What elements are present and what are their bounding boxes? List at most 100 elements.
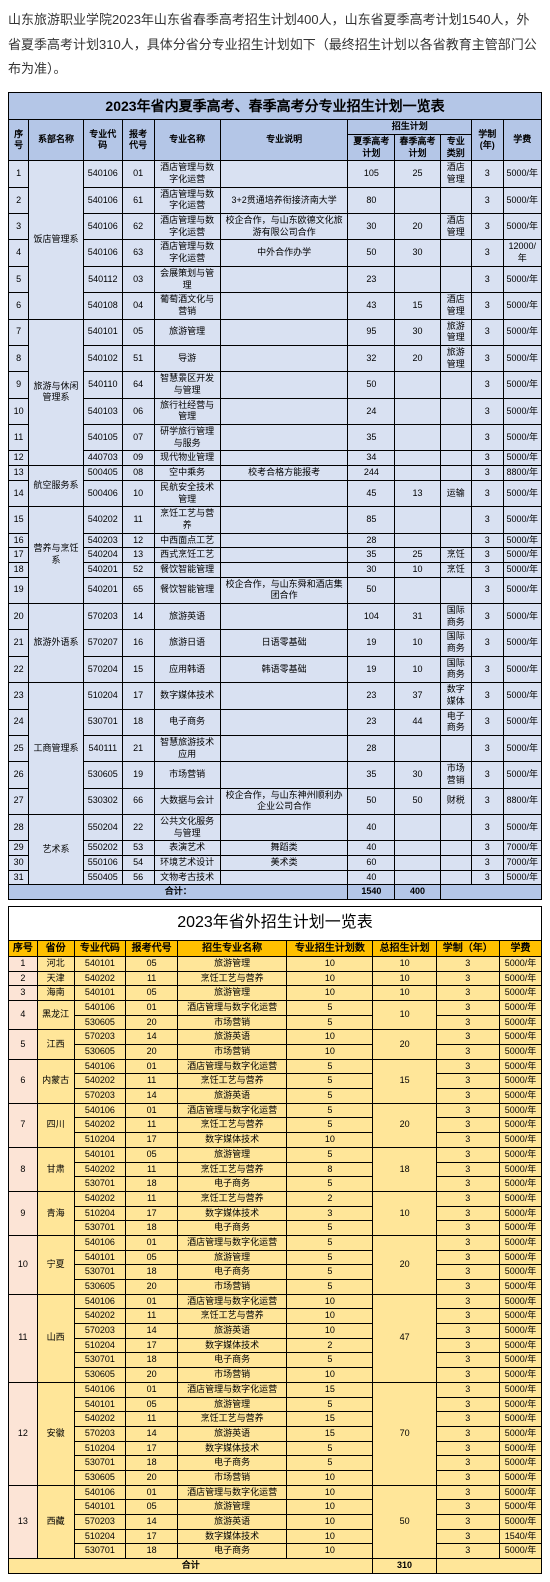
t1-cell: 运输: [440, 480, 471, 506]
t1-cell: 540201: [83, 577, 122, 603]
t2-cell: 10: [287, 1030, 373, 1045]
t1-cell: [440, 398, 471, 424]
t1-cell: 应用韩语: [154, 656, 220, 682]
t1-cell: 5000/年: [503, 425, 541, 451]
t1-cell: 63: [122, 240, 154, 266]
t2-cell: 540202: [74, 1309, 126, 1324]
t1-cell: 旅游管理: [440, 345, 471, 371]
t2-cell: 河北: [37, 956, 74, 971]
h-majcode: 专业代码: [83, 120, 122, 161]
t2-cell: 烹饪工艺与营养: [178, 1309, 287, 1324]
t2-cell: 2: [9, 971, 38, 986]
t1-cell: 5000/年: [503, 480, 541, 506]
t2-cell: 18: [126, 1456, 178, 1471]
t1-cell: 3: [471, 709, 503, 735]
t1-cell: 5000/年: [503, 630, 541, 656]
t1-cell: 22: [122, 815, 154, 841]
t1-cell: 03: [122, 266, 154, 292]
t2-cell: 05: [126, 986, 178, 1001]
t2-cell: 旅游英语: [178, 1030, 287, 1045]
t1-cell: 5000/年: [503, 451, 541, 466]
h2-years: 学制（年）: [436, 940, 499, 956]
t1-cell: 17: [9, 548, 29, 563]
t1-cell: 电子商务: [440, 709, 471, 735]
t2-cell: 14: [126, 1426, 178, 1441]
t1-cell: [220, 293, 348, 319]
t1-cell: 5000/年: [503, 319, 541, 345]
t1-cell: 550202: [83, 841, 122, 856]
t2-cell: 11: [126, 1309, 178, 1324]
h-spring: 春季高考计划: [395, 134, 440, 160]
t2-cell: 3: [436, 1368, 499, 1383]
t2-cell: 7: [9, 1103, 38, 1147]
h2-total: 总招生计划: [373, 940, 436, 956]
t1-cell: 54: [122, 856, 154, 871]
t1-cell: [220, 683, 348, 709]
t2-cell: 05: [126, 1250, 178, 1265]
t2-cell: 540101: [74, 1397, 126, 1412]
t2-cell: 540202: [74, 1118, 126, 1133]
t1-cell: 数字媒体: [440, 683, 471, 709]
t1-cell: 540103: [83, 398, 122, 424]
t1-cell: 工商管理系: [29, 683, 84, 815]
t2-cell: 510204: [74, 1133, 126, 1148]
t1-cell: 3: [471, 548, 503, 563]
t2-cell: 5000/年: [499, 1000, 541, 1015]
t1-cell: 3: [471, 856, 503, 871]
t2-cell: 酒店管理与数字化运营: [178, 1000, 287, 1015]
t1-cell: 财税: [440, 788, 471, 814]
t1-cell: 540108: [83, 293, 122, 319]
t2-cell: 数字媒体技术: [178, 1338, 287, 1353]
t1-cell: 19: [348, 630, 395, 656]
t1-cell: 23: [348, 266, 395, 292]
t1-cell: 12000/年: [503, 240, 541, 266]
t1-cell: 西式烹饪工艺: [154, 548, 220, 563]
t1-cell: 民航安全技术管理: [154, 480, 220, 506]
t1-cell: 19: [348, 656, 395, 682]
t2-cell: 3: [436, 1015, 499, 1030]
t2-cell: 01: [126, 1059, 178, 1074]
t2-cell: 530701: [74, 1221, 126, 1236]
t1-cell: 540112: [83, 266, 122, 292]
intro-text: 山东旅游职业学院2023年山东省春季高考招生计划400人，山东省夏季高考计划15…: [8, 8, 542, 82]
t1-cell: 5000/年: [503, 187, 541, 213]
t2-cell: 540106: [74, 1000, 126, 1015]
t2-cell: 8: [9, 1147, 38, 1191]
t1-cell: 3: [471, 870, 503, 885]
t1-cell: 62: [122, 214, 154, 240]
t2-cell: 10: [287, 1515, 373, 1530]
t1-cell: 530701: [83, 709, 122, 735]
t2-cell: 20: [126, 1368, 178, 1383]
t2-cell: 烹饪工艺与营养: [178, 1118, 287, 1133]
t1-cell: 500405: [83, 466, 122, 481]
t1-cell: 540106: [83, 187, 122, 213]
t2-cell: 3: [436, 971, 499, 986]
t2-cell: 8: [287, 1162, 373, 1177]
t2-cell: 3: [436, 986, 499, 1001]
t1-cell: 52: [122, 562, 154, 577]
t2-cell: 5000/年: [499, 971, 541, 986]
t1-cell: 04: [122, 293, 154, 319]
t1-cell: 舞蹈类: [220, 841, 348, 856]
t1-cell: 8800/年: [503, 788, 541, 814]
t2-cell: 5000/年: [499, 1265, 541, 1280]
t2-cell: 540106: [74, 1294, 126, 1309]
t1-cell: [440, 870, 471, 885]
t1-cell: 60: [348, 856, 395, 871]
t2-cell: 10: [287, 1470, 373, 1485]
t1-cell: 葡萄酒文化与营销: [154, 293, 220, 319]
t2-cell: 5000/年: [499, 1015, 541, 1030]
t2-cell: 3: [436, 1324, 499, 1339]
t2-cell: 四川: [37, 1103, 74, 1147]
t2-cell: 天津: [37, 971, 74, 986]
t2-cell: 570203: [74, 1515, 126, 1530]
t2-cell: 01: [126, 1103, 178, 1118]
t2-cell: 05: [126, 1147, 178, 1162]
t1-cell: 540106: [83, 214, 122, 240]
t1-cell: 30: [395, 762, 440, 788]
t2-cell: 540202: [74, 1412, 126, 1427]
t2-cell: 电子商务: [178, 1221, 287, 1236]
t1-cell: 35: [348, 548, 395, 563]
t2-cell: 3: [436, 1221, 499, 1236]
t1-cell: 5000/年: [503, 762, 541, 788]
